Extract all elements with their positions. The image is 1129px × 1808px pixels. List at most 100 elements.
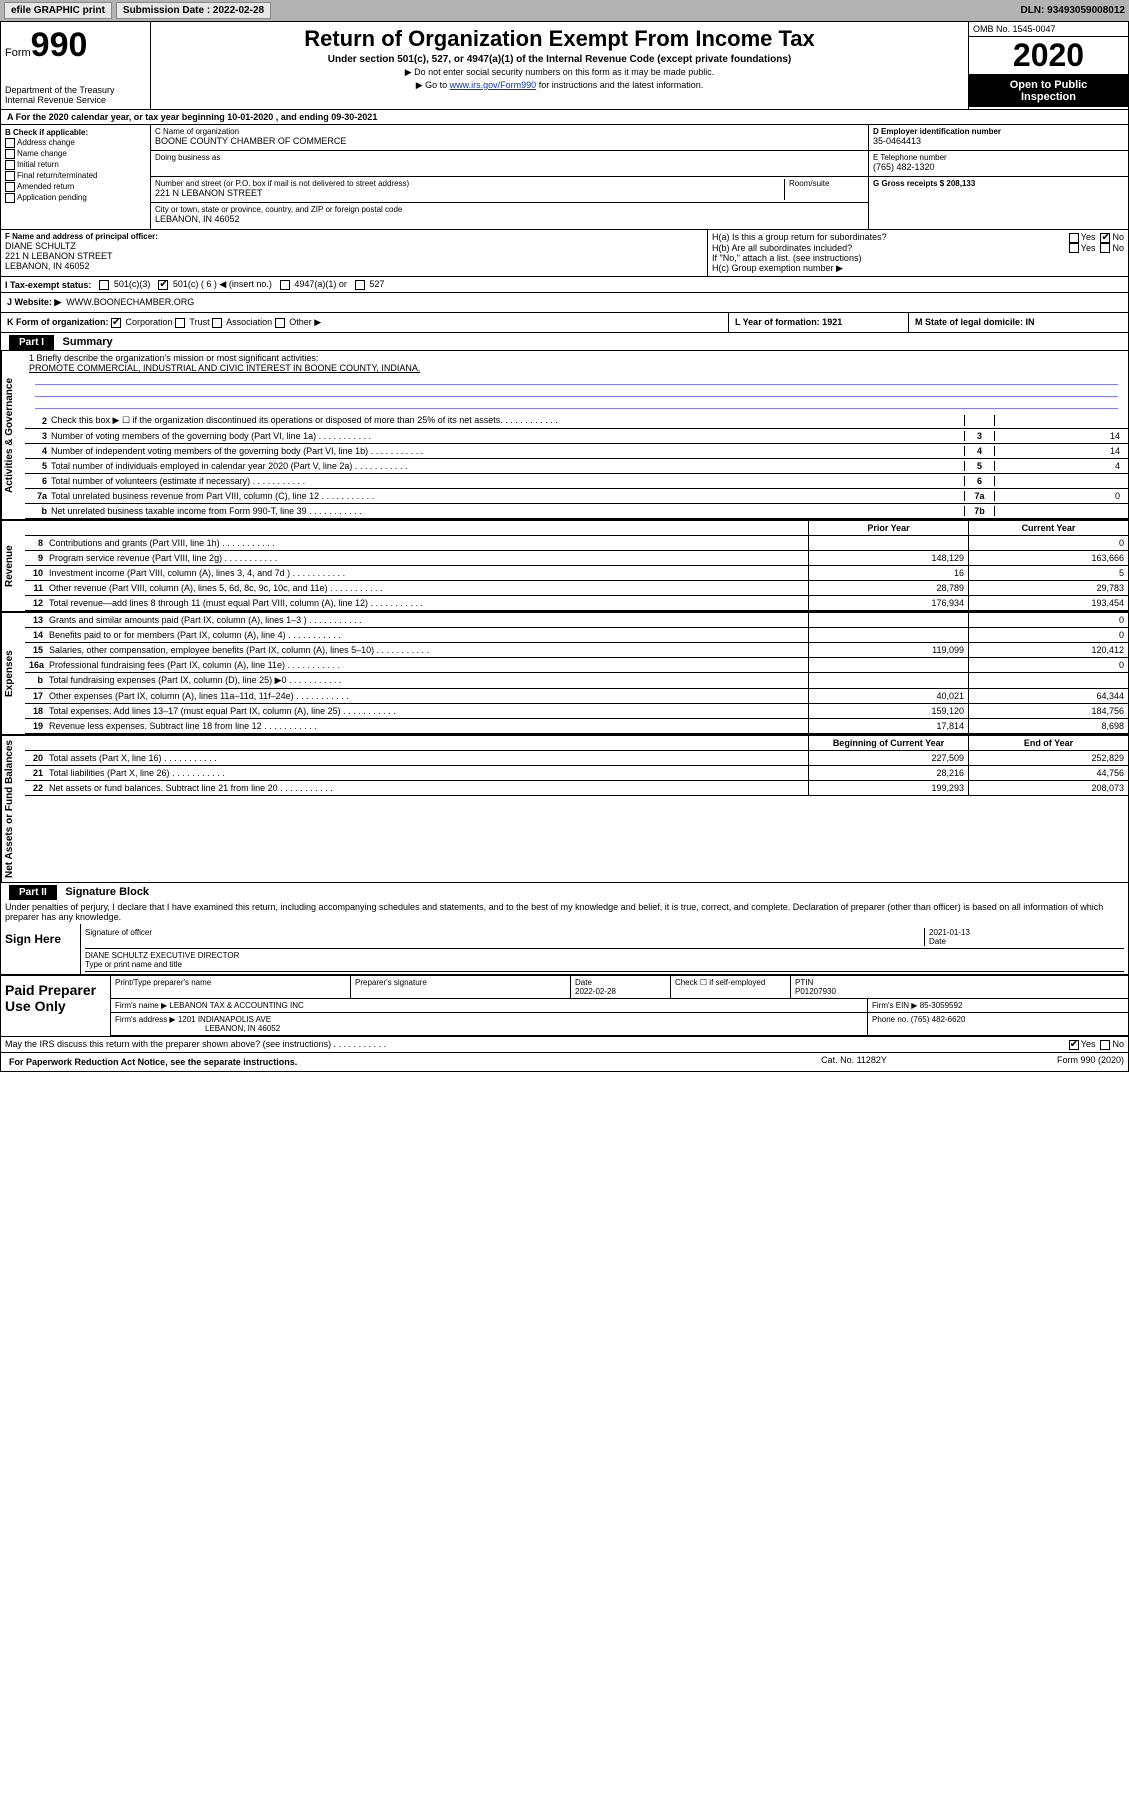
ko4: Other ▶ xyxy=(289,317,321,327)
chk-4947[interactable]: 4947(a)(1) or xyxy=(280,279,347,290)
officer-name: DIANE SCHULTZ xyxy=(5,241,703,251)
vtab-expenses: Expenses xyxy=(1,613,25,734)
line-num: 2 xyxy=(29,416,47,426)
ko2: Trust xyxy=(189,317,209,327)
dba-row: Doing business as xyxy=(151,151,868,177)
chk-501c3[interactable]: 501(c)(3) xyxy=(99,279,150,290)
officer-name-title: DIANE SCHULTZ EXECUTIVE DIRECTOR xyxy=(85,951,1124,960)
chk-assoc[interactable]: Association xyxy=(212,317,272,327)
prep-row-1: Print/Type preparer's name Preparer's si… xyxy=(111,976,1128,999)
line-num: 17 xyxy=(25,689,47,703)
opt-addr: Address change xyxy=(17,138,75,147)
ko3: Association xyxy=(226,317,272,327)
chk-other[interactable]: Other ▶ xyxy=(275,317,321,327)
j-label: J Website: ▶ xyxy=(7,297,61,307)
net-lines: 20 Total assets (Part X, line 16) 227,50… xyxy=(25,751,1128,796)
prior-val: 28,789 xyxy=(808,581,968,595)
vtab-governance: Activities & Governance xyxy=(1,351,25,519)
line-val: 14 xyxy=(994,446,1124,456)
hb-label: H(b) Are all subordinates included? xyxy=(712,243,1069,254)
line-text: Other expenses (Part IX, column (A), lin… xyxy=(47,689,808,703)
rev-body: Prior Year Current Year 8 Contributions … xyxy=(25,521,1128,611)
chk-name-change[interactable]: Name change xyxy=(5,149,146,159)
chk-corp[interactable]: Corporation xyxy=(111,317,173,327)
line-val: 14 xyxy=(994,431,1124,441)
current-val: 208,073 xyxy=(968,781,1128,795)
prior-val: 227,509 xyxy=(808,751,968,765)
preparer-fields: Print/Type preparer's name Preparer's si… xyxy=(111,976,1128,1036)
ptin-label: PTIN xyxy=(795,978,813,987)
chk-501c[interactable]: 501(c) ( 6 ) ◀ (insert no.) xyxy=(158,279,271,290)
line-num: 9 xyxy=(25,551,47,565)
chk-amended[interactable]: Amended return xyxy=(5,182,146,192)
current-val: 64,344 xyxy=(968,689,1128,703)
line-14: 14 Benefits paid to or for members (Part… xyxy=(25,628,1128,643)
chk-trust[interactable]: Trust xyxy=(175,317,210,327)
mission-text: PROMOTE COMMERCIAL, INDUSTRIAL AND CIVIC… xyxy=(29,363,1124,373)
prep-date-val: 2022-02-28 xyxy=(575,987,616,996)
mission-block: 1 Briefly describe the organization's mi… xyxy=(25,351,1128,413)
efile-button[interactable]: efile GRAPHIC print xyxy=(4,2,112,19)
line-15: 15 Salaries, other compensation, employe… xyxy=(25,643,1128,658)
chk-address-change[interactable]: Address change xyxy=(5,138,146,148)
line-text: Other revenue (Part VIII, column (A), li… xyxy=(47,581,808,595)
current-val: 184,756 xyxy=(968,704,1128,718)
line-11: 11 Other revenue (Part VIII, column (A),… xyxy=(25,581,1128,596)
discuss-yes-no[interactable]: Yes No xyxy=(1069,1039,1124,1050)
expenses-section: Expenses 13 Grants and similar amounts p… xyxy=(1,612,1128,735)
section-h: H(a) Is this a group return for subordin… xyxy=(708,230,1128,276)
chk-final-return[interactable]: Final return/terminated xyxy=(5,171,146,181)
line-text: Total assets (Part X, line 16) xyxy=(47,751,808,765)
website-row: J Website: ▶ WWW.BOONECHAMBER.ORG xyxy=(1,293,1128,313)
line-num: 12 xyxy=(25,596,47,610)
line-num: 4 xyxy=(29,446,47,456)
sig-fields: Signature of officer 2021-01-13 Date DIA… xyxy=(81,924,1128,974)
discuss-text: May the IRS discuss this return with the… xyxy=(5,1039,1069,1050)
officer-typed: DIANE SCHULTZ EXECUTIVE DIRECTOR Type or… xyxy=(85,949,1124,972)
hb-yes-no[interactable]: Yes No xyxy=(1069,243,1124,254)
dln-label: DLN: 93493059008012 xyxy=(1020,5,1125,16)
paperwork-notice: For Paperwork Reduction Act Notice, see … xyxy=(5,1055,764,1069)
line-20: 20 Total assets (Part X, line 16) 227,50… xyxy=(25,751,1128,766)
o1: 501(c)(3) xyxy=(114,279,151,289)
form-990-number: 990 xyxy=(31,26,88,64)
footer: For Paperwork Reduction Act Notice, see … xyxy=(1,1052,1128,1071)
phone-label: E Telephone number xyxy=(873,153,1124,162)
line-text: Grants and similar amounts paid (Part IX… xyxy=(47,613,808,627)
ha-yes-no[interactable]: Yes No xyxy=(1069,232,1124,243)
chk-initial-return[interactable]: Initial return xyxy=(5,160,146,170)
gov-line-3: 3 Number of voting members of the govern… xyxy=(25,429,1128,444)
line-num: 8 xyxy=(25,536,47,550)
vtab-net: Net Assets or Fund Balances xyxy=(1,736,25,882)
addr-row: Number and street (or P.O. box if mail i… xyxy=(151,177,868,203)
current-val: 0 xyxy=(968,536,1128,550)
org-name-row: C Name of organization BOONE COUNTY CHAM… xyxy=(151,125,868,151)
exp-lines: 13 Grants and similar amounts paid (Part… xyxy=(25,613,1128,734)
line-num: 10 xyxy=(25,566,47,580)
line-19: 19 Revenue less expenses. Subtract line … xyxy=(25,719,1128,734)
blank-line-1 xyxy=(35,375,1118,385)
prior-val xyxy=(808,628,968,642)
prep-date-label: Date xyxy=(575,978,592,987)
prior-val: 159,120 xyxy=(808,704,968,718)
prep-selfemp[interactable]: Check ☐ if self-employed xyxy=(671,976,791,998)
firm-ein-label: Firm's EIN ▶ xyxy=(872,1001,917,1010)
line-text: Benefits paid to or for members (Part IX… xyxy=(47,628,808,642)
current-val: 8,698 xyxy=(968,719,1128,733)
submission-date-button[interactable]: Submission Date : 2022-02-28 xyxy=(116,2,271,19)
line-box xyxy=(964,415,994,426)
line-num: b xyxy=(25,673,47,688)
omb-number: OMB No. 1545-0047 xyxy=(969,22,1128,37)
line-10: 10 Investment income (Part VIII, column … xyxy=(25,566,1128,581)
line-text: Total unrelated business revenue from Pa… xyxy=(51,491,964,501)
h-note: If "No," attach a list. (see instruction… xyxy=(712,253,1124,263)
chk-527[interactable]: 527 xyxy=(355,279,385,290)
firm-phone-label: Phone no. xyxy=(872,1015,908,1024)
prior-val: 40,021 xyxy=(808,689,968,703)
chk-pending[interactable]: Application pending xyxy=(5,193,146,203)
line-box: 4 xyxy=(964,446,994,456)
irs-link[interactable]: www.irs.gov/Form990 xyxy=(450,80,537,90)
sig-date-label: Date xyxy=(929,937,1124,946)
officer-addr: 221 N LEBANON STREET xyxy=(5,251,703,261)
line-text: Number of voting members of the governin… xyxy=(51,431,964,441)
